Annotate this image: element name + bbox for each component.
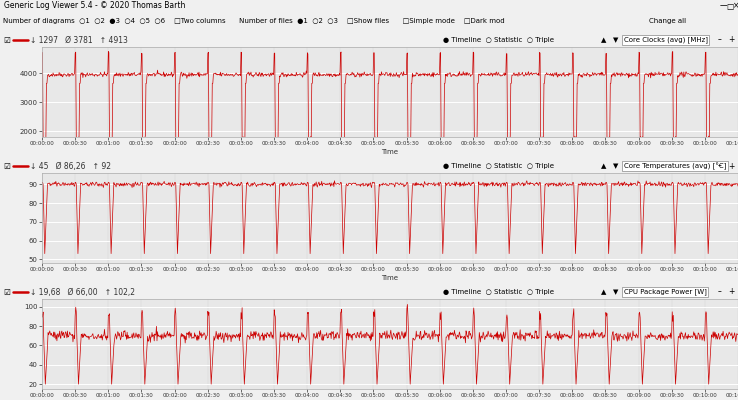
Text: CPU Package Power [W]: CPU Package Power [W] [624,289,706,295]
Text: ↓ 45   Ø 86,26   ↑ 92: ↓ 45 Ø 86,26 ↑ 92 [30,162,111,170]
Text: ● Timeline  ○ Statistic  ○ Triple: ● Timeline ○ Statistic ○ Triple [443,163,554,169]
Text: ×: × [733,2,738,10]
Text: Generic Log Viewer 5.4 - © 2020 Thomas Barth: Generic Log Viewer 5.4 - © 2020 Thomas B… [4,2,185,10]
X-axis label: Time: Time [382,275,399,281]
Text: ▼: ▼ [613,37,618,43]
Text: ☑: ☑ [3,36,10,44]
Text: —: — [720,2,727,10]
Text: ☑: ☑ [3,162,10,170]
Text: ☑: ☑ [3,288,10,296]
Text: –: – [717,36,721,44]
Text: Core Clocks (avg) [MHz]: Core Clocks (avg) [MHz] [624,37,708,43]
Text: ▲: ▲ [601,37,607,43]
Text: ↓ 1297   Ø 3781   ↑ 4913: ↓ 1297 Ø 3781 ↑ 4913 [30,36,128,44]
Text: –: – [717,288,721,296]
Text: +: + [728,162,735,170]
Text: –: – [717,162,721,170]
Text: Change all: Change all [649,18,686,24]
Text: ▲: ▲ [601,289,607,295]
Text: ↓ 19,68   Ø 66,00   ↑ 102,2: ↓ 19,68 Ø 66,00 ↑ 102,2 [30,288,135,296]
Text: ▼: ▼ [613,163,618,169]
Text: Core Temperatures (avg) [°C]: Core Temperatures (avg) [°C] [624,162,726,170]
Text: Number of diagrams  ○1  ○2  ●3  ○4  ○5  ○6    □Two columns      Number of files : Number of diagrams ○1 ○2 ●3 ○4 ○5 ○6 □Tw… [3,18,505,24]
Text: +: + [728,288,735,296]
Text: ▼: ▼ [613,289,618,295]
Text: ● Timeline  ○ Statistic  ○ Triple: ● Timeline ○ Statistic ○ Triple [443,289,554,295]
X-axis label: Time: Time [382,149,399,155]
Text: +: + [728,36,735,44]
Text: ● Timeline  ○ Statistic  ○ Triple: ● Timeline ○ Statistic ○ Triple [443,37,554,43]
Text: □: □ [726,2,734,10]
Text: ▲: ▲ [601,163,607,169]
